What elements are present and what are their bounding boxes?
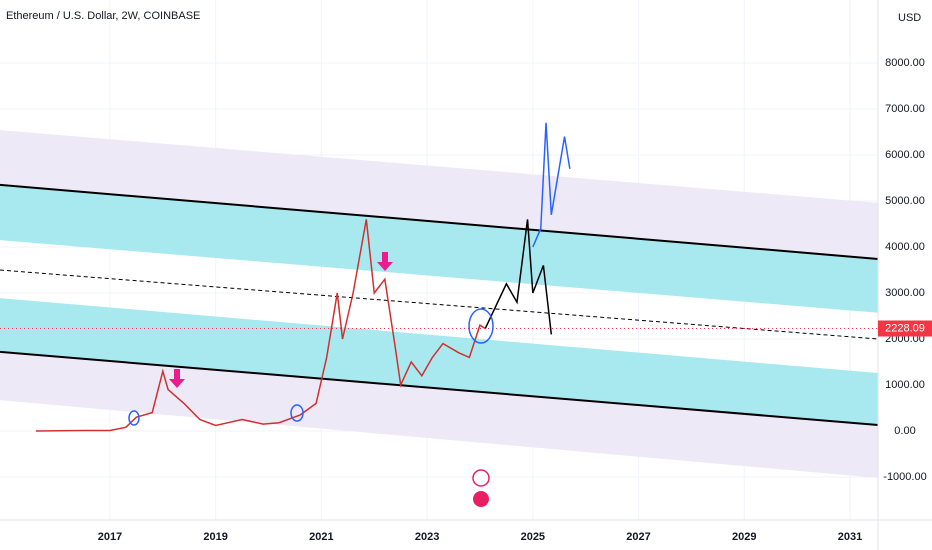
x-tick-label: 2021 [309,531,333,543]
y-tick-label: 7000.00 [885,103,925,115]
channel-line [0,350,879,427]
y-tick-label: 0.00 [894,425,915,437]
channel-band [0,130,878,259]
circle-marker [290,404,304,422]
y-tick-label: 1000.00 [885,379,925,391]
last-price-box [878,320,932,337]
x-tick-label: 2025 [521,531,545,543]
y-tick-label: 8000.00 [885,57,925,69]
event-icon[interactable] [472,469,490,487]
x-tick-label: 2027 [626,531,650,543]
channel-line [0,183,879,260]
event-icon[interactable] [473,491,489,507]
arrow-marker [377,252,393,271]
circle-marker [468,308,494,344]
y-tick-label: 6000.00 [885,149,925,161]
y-tick-label: 4000.00 [885,241,925,253]
circle-marker [128,410,140,426]
price-line [532,122,571,248]
currency-label: USD [898,12,921,24]
channel-band [0,184,878,313]
channel-band [0,351,878,478]
channel-band [0,298,878,426]
price-line [35,219,486,432]
y-tick-label: 5000.00 [885,195,925,207]
last-price-label: 2228.09 [885,322,925,334]
x-tick-label: 2029 [732,531,756,543]
x-tick-label: 2023 [415,531,439,543]
chart-title: Ethereum / U.S. Dollar, 2W, COINBASE [6,10,200,22]
y-tick-label: -1000.00 [883,471,926,483]
price-line [484,219,553,335]
x-tick-label: 2031 [838,531,862,543]
x-tick-label: 2019 [203,531,227,543]
y-tick-label: 3000.00 [885,287,925,299]
plot-area [0,0,879,520]
arrow-marker [169,369,185,388]
x-tick-label: 2017 [98,531,122,543]
